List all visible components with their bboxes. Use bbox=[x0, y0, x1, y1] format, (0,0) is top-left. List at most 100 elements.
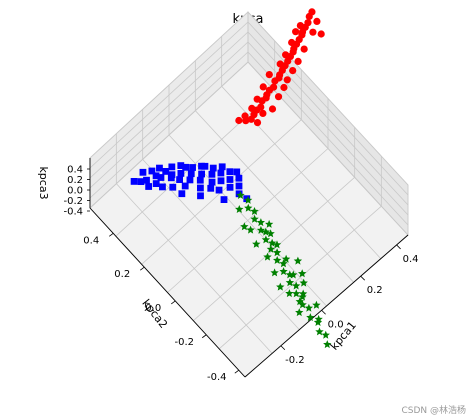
green-star-point bbox=[250, 207, 259, 215]
red-circle-point bbox=[289, 67, 297, 75]
y-tick-label: 0.0 bbox=[145, 303, 161, 314]
x-tick-label: 0.2 bbox=[367, 285, 383, 296]
green-star-point bbox=[313, 318, 323, 326]
blue-square-point bbox=[177, 170, 185, 177]
red-circle-point bbox=[300, 45, 308, 53]
x-tick-mark bbox=[321, 309, 326, 315]
gridline bbox=[168, 134, 327, 307]
gridline bbox=[195, 110, 354, 283]
green-star-point bbox=[285, 278, 295, 287]
green-star-point bbox=[289, 270, 298, 279]
blue-square-point bbox=[181, 182, 189, 190]
green-star-point bbox=[304, 303, 313, 312]
z-tick-label: 0.4 bbox=[67, 165, 83, 176]
y-tick-mark bbox=[234, 369, 240, 374]
green-star-point bbox=[312, 300, 321, 309]
x-tick-label: 0.4 bbox=[403, 254, 419, 265]
blue-square-point bbox=[235, 174, 243, 182]
blue-square-point bbox=[152, 172, 160, 180]
blue-square-point bbox=[197, 192, 204, 200]
gridline bbox=[247, 41, 409, 216]
blue-square-point bbox=[143, 176, 150, 184]
green-star-point bbox=[244, 203, 253, 212]
green-star-point bbox=[261, 235, 271, 244]
y-tick-label: -0.4 bbox=[207, 372, 227, 383]
red-circle-point bbox=[317, 30, 325, 38]
red-circle-point bbox=[248, 104, 256, 112]
blue-square-point bbox=[177, 162, 185, 169]
green-star-point bbox=[235, 205, 244, 213]
green-star-point bbox=[306, 313, 315, 322]
blue-square-point bbox=[235, 182, 243, 190]
gridline bbox=[247, 21, 409, 196]
blue-square-point bbox=[139, 168, 147, 176]
blue-square-point bbox=[233, 168, 241, 176]
green-star-point bbox=[240, 222, 249, 231]
red-circle-point bbox=[292, 28, 300, 36]
blue-square-point bbox=[162, 168, 170, 175]
red-circle-point bbox=[276, 60, 284, 68]
green-star-point bbox=[282, 254, 291, 263]
red-circle-point bbox=[253, 95, 261, 103]
x-tick-label: 0.0 bbox=[328, 319, 344, 330]
red-circle-point bbox=[308, 8, 316, 16]
green-star-point bbox=[270, 268, 279, 277]
blue-square-point bbox=[208, 170, 216, 178]
y-tick-mark bbox=[140, 266, 145, 271]
y-tick-mark bbox=[109, 233, 114, 237]
blue-square-point bbox=[217, 169, 225, 177]
x-axis-line bbox=[244, 234, 409, 378]
gridline bbox=[89, 11, 249, 159]
green-star-point bbox=[292, 281, 301, 290]
red-circle-point bbox=[296, 22, 304, 30]
green-star-point bbox=[279, 267, 288, 276]
blue-square-point bbox=[182, 163, 190, 171]
red-circle-point bbox=[253, 119, 262, 127]
tick-labels: -0.20.00.20.4-0.4-0.20.00.20.40.40.20.0-… bbox=[63, 165, 418, 384]
gridline bbox=[89, 21, 249, 169]
z-tick-label: -0.2 bbox=[63, 196, 83, 207]
y-tick-label: -0.2 bbox=[174, 337, 194, 348]
red-circle-point bbox=[242, 117, 250, 125]
blue-square-point bbox=[226, 168, 234, 176]
green-star-point bbox=[266, 229, 275, 238]
green-star-point bbox=[314, 314, 323, 323]
green-star-point bbox=[295, 297, 304, 306]
red-circle-point bbox=[235, 116, 243, 125]
blue-square-point bbox=[235, 190, 243, 198]
green-star-point bbox=[298, 269, 307, 278]
green-star-point bbox=[298, 300, 307, 309]
axis-lines bbox=[89, 158, 409, 378]
blue-square-point bbox=[201, 162, 209, 170]
blue-square-point bbox=[226, 183, 234, 191]
blue-square-point bbox=[178, 190, 186, 198]
blue-square-point bbox=[243, 195, 251, 203]
green-star-point bbox=[244, 195, 253, 204]
gridline bbox=[247, 11, 409, 186]
blue-square-point bbox=[169, 183, 177, 191]
z-axis-label: kpca3 bbox=[37, 166, 50, 199]
x-tick-mark bbox=[280, 345, 286, 351]
blue-square-point bbox=[152, 180, 160, 187]
blue-square-point bbox=[220, 196, 228, 203]
green-star-point bbox=[250, 214, 259, 223]
green-star-point bbox=[299, 289, 308, 298]
green-star-point bbox=[246, 225, 255, 234]
gridline bbox=[247, 61, 409, 236]
green-star-point bbox=[256, 218, 265, 227]
red-circle-point bbox=[294, 57, 302, 65]
blue-square-point bbox=[187, 170, 195, 178]
gridline bbox=[89, 41, 249, 189]
red-circle-point bbox=[280, 83, 288, 92]
blue-square-point bbox=[176, 176, 183, 183]
red-circle-point bbox=[265, 71, 273, 79]
blue-square-point bbox=[186, 176, 194, 184]
blue-square-point bbox=[159, 183, 166, 191]
blue-square-point bbox=[156, 164, 163, 172]
gridline bbox=[142, 159, 300, 330]
blue-square-point bbox=[209, 164, 217, 172]
red-circle-point bbox=[259, 83, 267, 91]
red-circle-point bbox=[268, 105, 277, 113]
green-star-point bbox=[279, 259, 288, 268]
